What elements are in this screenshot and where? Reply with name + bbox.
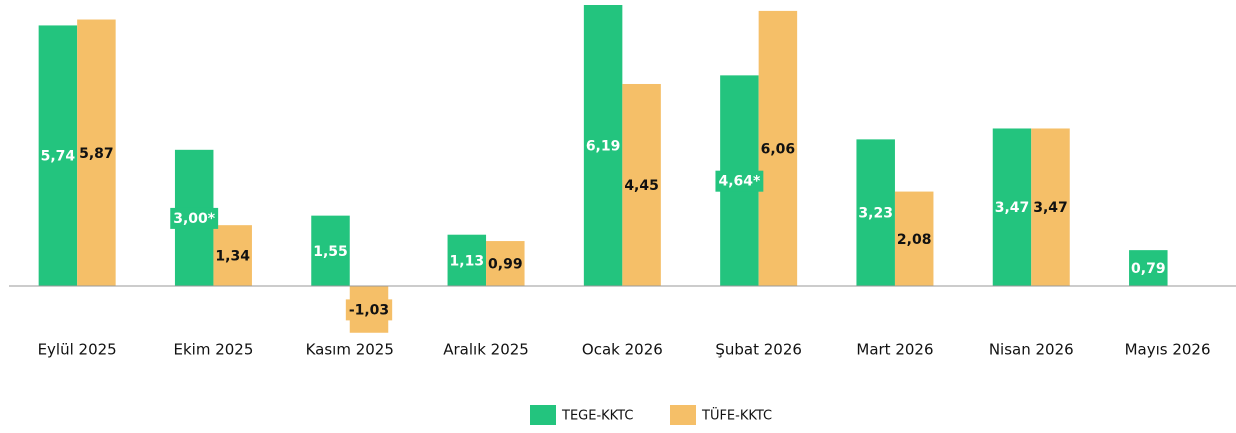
value-label-group: 6,19 (586, 139, 621, 155)
x-tick-label: Ocak 2026 (582, 341, 663, 359)
value-label-box (345, 299, 393, 321)
value-label-group: -1,03 (345, 299, 393, 321)
value-label: 4,45 (624, 178, 659, 194)
bar (447, 234, 487, 286)
value-label-group: 6,06 (761, 141, 796, 157)
value-label: 2,08 (897, 232, 932, 248)
value-label-box (170, 207, 219, 229)
bar (622, 83, 661, 286)
x-tick-label: Kasım 2025 (306, 341, 394, 359)
x-tick-label: Mayıs 2026 (1125, 341, 1211, 359)
bar (992, 128, 1032, 286)
x-tick-label: Mart 2026 (856, 341, 933, 359)
value-label-group: 4,64* (715, 170, 764, 192)
bars (38, 5, 1168, 333)
bar (1129, 250, 1168, 286)
x-tick-label: Şubat 2026 (715, 341, 802, 359)
legend-swatch (670, 405, 696, 425)
value-label: 6,19 (586, 139, 621, 155)
bar (77, 19, 116, 287)
value-label-box (715, 170, 764, 192)
bar (38, 25, 78, 287)
bar (856, 139, 895, 286)
value-label-group: 2,08 (897, 232, 932, 248)
bar (311, 215, 350, 286)
value-label-group: 4,45 (624, 178, 659, 194)
value-label-group: 3,47 (1033, 200, 1068, 216)
value-label: 6,06 (761, 141, 796, 157)
value-label: 3,00* (173, 211, 216, 227)
value-label: 0,79 (1131, 261, 1166, 277)
bar (894, 191, 934, 286)
x-tick-label: Eylül 2025 (38, 341, 117, 359)
value-label-group: 3,23 (858, 206, 893, 222)
legend-label: TEGE-KKTC (561, 409, 633, 424)
value-label-group: 1,34 (215, 249, 250, 265)
bar (1031, 128, 1070, 286)
legend-label: TÜFE-KKTC (701, 407, 772, 424)
value-label: 0,99 (488, 257, 523, 273)
value-label-group: 1,13 (450, 253, 485, 269)
value-label-group: 5,87 (79, 146, 114, 162)
value-label-group: 1,55 (313, 244, 348, 260)
value-label: 1,13 (450, 253, 485, 269)
value-label: 5,87 (79, 146, 114, 162)
value-label: 1,34 (215, 249, 250, 265)
legend-swatch (530, 405, 556, 425)
value-label: 3,47 (995, 200, 1030, 216)
bar (486, 241, 525, 286)
value-label-group: 3,00* (170, 207, 219, 229)
value-label-group: 5,74 (41, 149, 76, 165)
value-label: 1,55 (313, 244, 348, 260)
value-label: 4,64* (718, 174, 761, 190)
value-label: 3,47 (1033, 200, 1068, 216)
value-label: 5,74 (41, 149, 76, 165)
x-tick-label: Ekim 2025 (174, 341, 254, 359)
value-label-group: 3,47 (995, 200, 1030, 216)
value-label-group: 0,79 (1131, 261, 1166, 277)
value-label-group: 0,99 (488, 257, 523, 273)
bar (583, 5, 623, 286)
bar (213, 225, 252, 286)
x-tick-label: Nisan 2026 (989, 341, 1074, 359)
value-label: -1,03 (349, 302, 389, 318)
x-tick-label: Aralık 2025 (443, 341, 529, 359)
value-label: 3,23 (858, 206, 893, 222)
bar (758, 10, 798, 286)
value-labels: 5,74 5,87 3,00* 1,34 1,55 -1,03 1,13 0,99 6,19 4,… (41, 139, 1166, 321)
